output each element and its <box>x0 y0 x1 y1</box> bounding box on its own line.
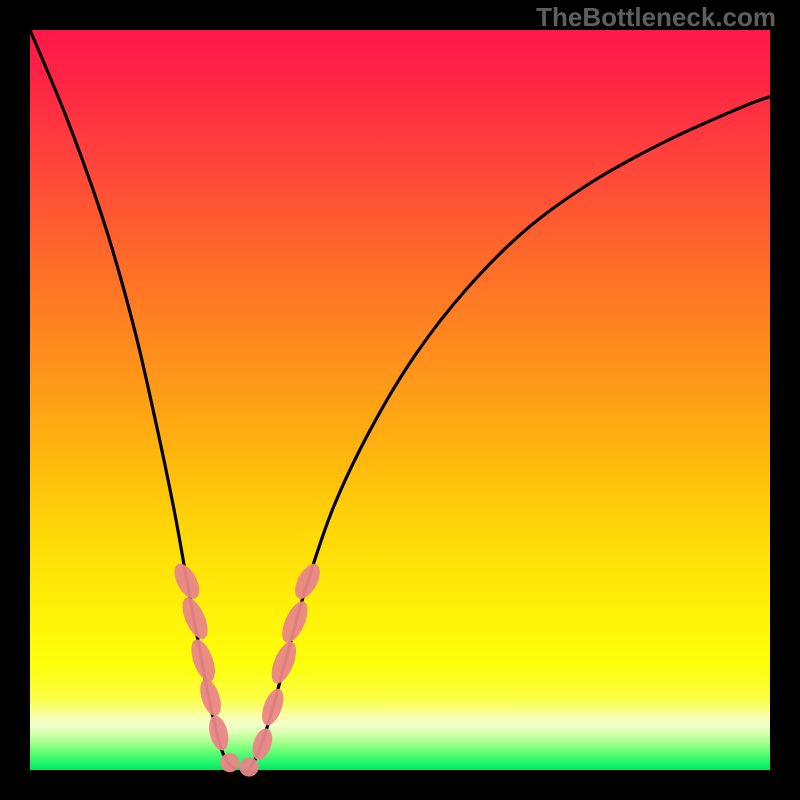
curve-marker <box>187 636 220 684</box>
curve-marker <box>258 686 288 728</box>
plot-area <box>30 30 770 770</box>
curve-marker <box>220 753 239 772</box>
right-curve <box>249 97 770 769</box>
curve-layer <box>30 30 770 770</box>
watermark-text: TheBottleneck.com <box>536 2 776 33</box>
curve-marker <box>177 594 213 642</box>
curve-marker <box>169 560 204 603</box>
chart-stage: TheBottleneck.com <box>0 0 800 800</box>
curve-marker <box>290 560 325 603</box>
curve-marker <box>267 639 301 687</box>
curve-marker <box>206 714 232 753</box>
curve-marker <box>277 598 313 646</box>
curve-marker <box>249 726 276 762</box>
marker-group <box>169 560 325 777</box>
curve-marker <box>196 676 225 718</box>
curve-marker <box>239 757 258 776</box>
